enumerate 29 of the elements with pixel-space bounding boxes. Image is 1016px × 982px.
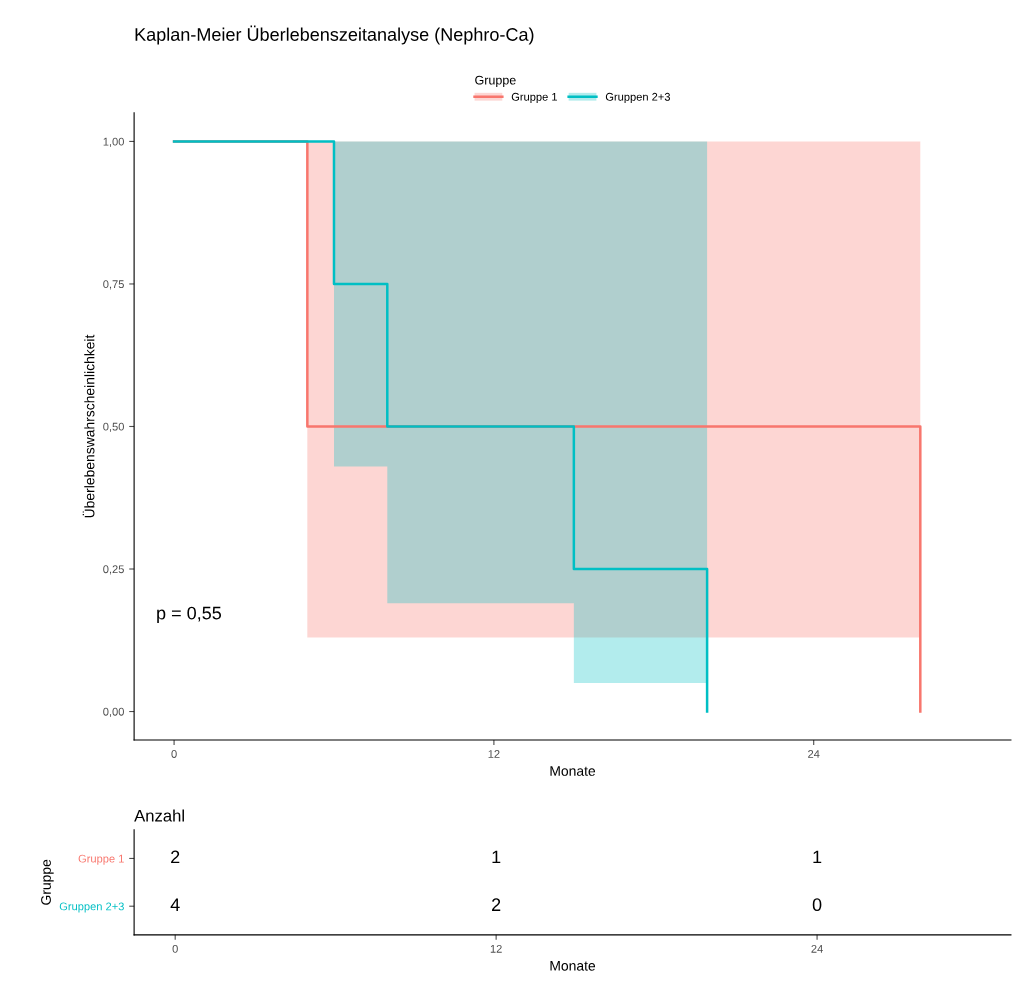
y-tick-label: 1,00 xyxy=(103,137,124,147)
y-tick-label: Gruppen 2+3 xyxy=(59,902,124,913)
chart-title: Anzahl xyxy=(134,809,184,822)
y-tick-label: 0,75 xyxy=(103,280,124,290)
x-tick-label: 12 xyxy=(488,750,500,758)
annotation: p = 0,55 xyxy=(157,606,222,624)
legend-label: Gruppen 2+3 xyxy=(605,92,670,103)
y-tick-label: 0,50 xyxy=(103,422,124,432)
data-label: 0 xyxy=(812,898,822,912)
chart-title: Kaplan-Meier Überlebenszeitanalyse (Nephro-Ca) xyxy=(135,25,534,45)
y-tick-label: 0,25 xyxy=(103,565,124,575)
data-label: 2 xyxy=(171,850,180,864)
data-label: 1 xyxy=(492,850,501,864)
x-tick-label: 12 xyxy=(490,944,502,953)
y-axis-title: Überlebenswahrscheinlichkeit xyxy=(82,334,95,518)
data-label: 2 xyxy=(492,898,501,911)
x-tick-label: 24 xyxy=(811,944,823,953)
y-tick-label: Gruppe 1 xyxy=(78,854,124,865)
legend-title: Gruppe xyxy=(475,75,516,88)
x-axis-title: Monate xyxy=(550,766,596,776)
x-axis-title: Monate xyxy=(550,961,596,971)
legend-label: Gruppe 1 xyxy=(511,92,557,103)
x-tick-label: 24 xyxy=(808,750,820,758)
data-label: 1 xyxy=(813,850,822,864)
x-tick-label: 0 xyxy=(172,944,178,953)
data-label: 4 xyxy=(170,898,180,911)
y-axis-title: Gruppe xyxy=(41,859,54,905)
y-tick-label: 0,00 xyxy=(103,707,124,717)
x-tick-label: 0 xyxy=(171,750,177,758)
